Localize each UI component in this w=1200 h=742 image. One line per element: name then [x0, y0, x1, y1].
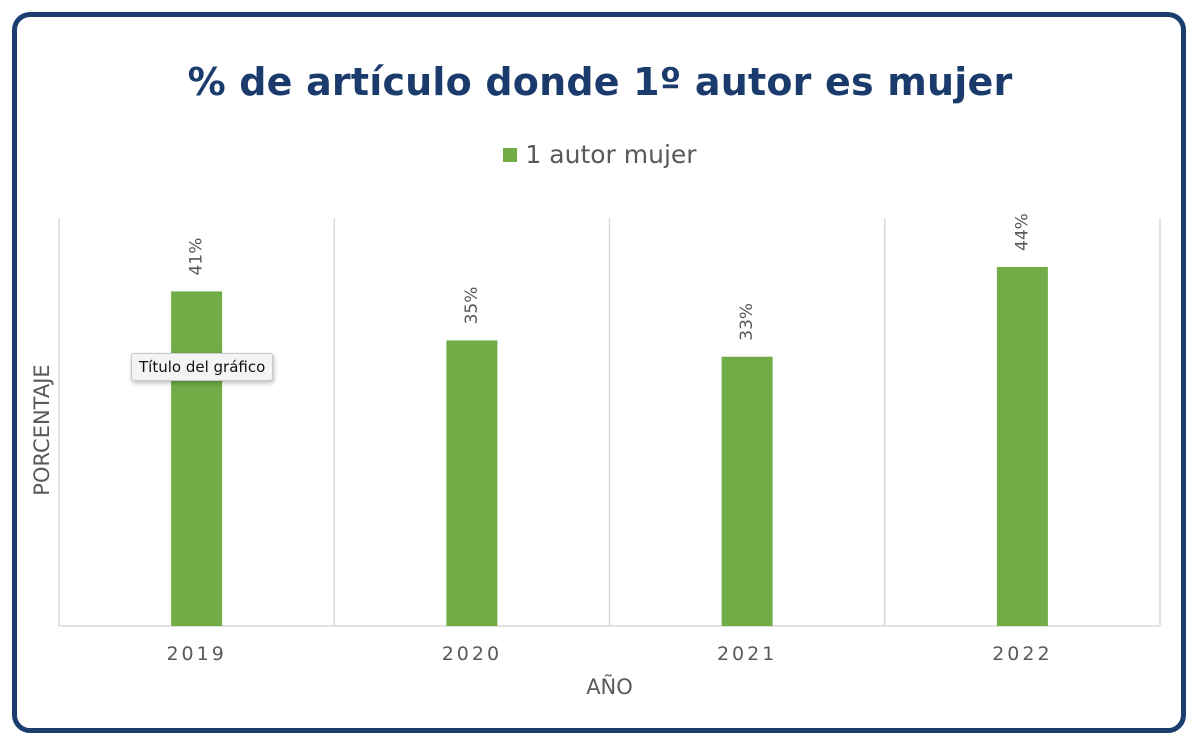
data-label: 35%	[462, 287, 482, 325]
x-tick-label: 2020	[442, 643, 502, 665]
chart-title: % de artículo donde 1º autor es mujer	[187, 60, 1013, 104]
x-tick-label: 2022	[992, 643, 1052, 665]
bar-2020	[446, 340, 498, 626]
data-label: 41%	[187, 238, 207, 276]
legend-swatch	[503, 147, 518, 162]
data-label: 44%	[1012, 213, 1032, 251]
bar-2019	[171, 291, 223, 626]
x-tick-label: 2021	[717, 643, 777, 665]
y-axis-title: PORCENTAJE	[30, 364, 54, 495]
bar-2021	[721, 356, 773, 626]
chart-title-tooltip: Título del gráfico	[131, 353, 274, 381]
legend: 1 autor mujer	[0, 140, 1200, 169]
legend-label: 1 autor mujer	[525, 140, 697, 169]
x-axis-title: AÑO	[586, 673, 633, 699]
data-label: 33%	[737, 303, 757, 341]
x-tick-label: 2019	[166, 643, 226, 665]
bar-2022	[996, 266, 1048, 626]
